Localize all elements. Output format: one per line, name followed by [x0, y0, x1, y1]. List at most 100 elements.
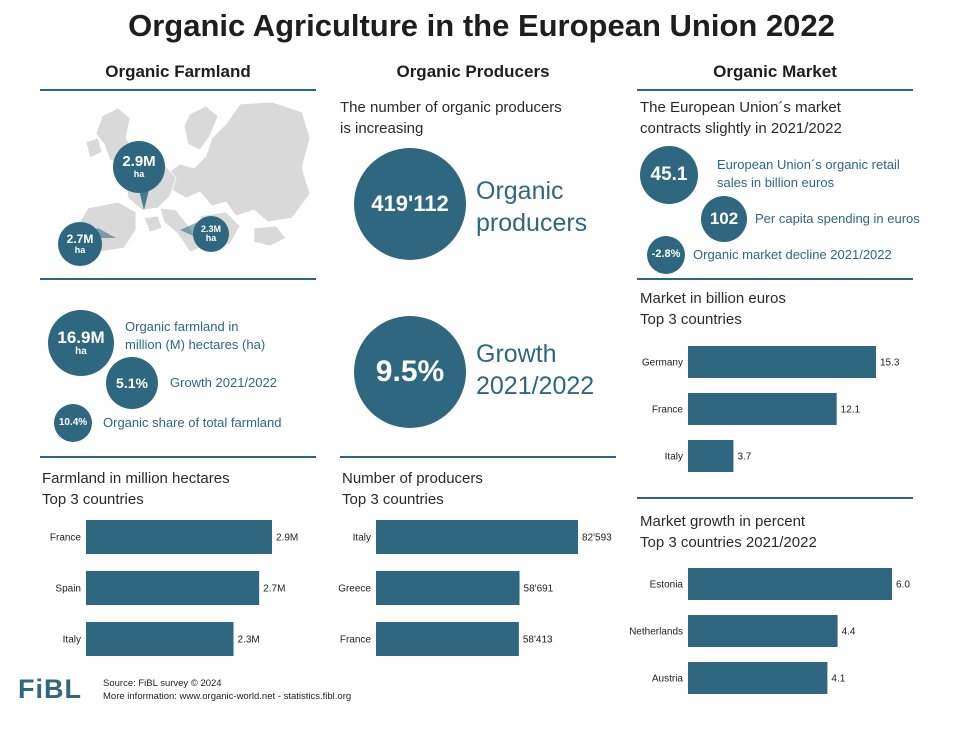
value-label: 3.7: [737, 452, 751, 463]
value-label: 12.1: [841, 405, 861, 416]
kpi-share-label: Organic share of total farmland: [103, 415, 282, 430]
kpi-farmland-growth-circle: 5.1%: [106, 357, 158, 409]
kpi-value: 9.5%: [375, 355, 445, 389]
category-label: Spain: [55, 584, 81, 595]
kpi-capita-label: Per capita spending in euros: [755, 211, 920, 226]
intro-line: The number of organic producers: [340, 99, 562, 116]
bar-italy: [86, 622, 234, 656]
farmland-chart-title: Farmland in million hectares Top 3 count…: [42, 468, 230, 510]
value-label: 58'413: [523, 635, 553, 646]
category-label: France: [340, 635, 372, 646]
bubble-italy: 2.3M ha: [193, 216, 229, 252]
source-note: Source: FiBL survey © 2024 More informat…: [103, 677, 351, 703]
divider: [637, 278, 913, 280]
kpi-value: -2.8%: [651, 248, 681, 261]
bar-greece: [376, 571, 520, 605]
kpi-producers-circle: 419'112: [354, 148, 466, 260]
value-label: 15.3: [880, 358, 900, 369]
farmland-heading: Organic Farmland: [105, 62, 251, 81]
bar-netherlands: [688, 615, 838, 647]
kpi-value: 10.4%: [58, 416, 88, 428]
market-bar-chart: Germany 15.3 France 12.1 Italy 3.7: [642, 346, 900, 472]
divider: [637, 497, 913, 499]
label-line: sales in billion euros: [717, 175, 835, 190]
bubble-value: 2.3M: [200, 223, 221, 234]
value-label: 82'593: [582, 533, 612, 544]
farmland-bar-chart: France 2.9M Spain 2.7M Italy 2.3M: [50, 520, 298, 656]
bar-italy: [688, 440, 734, 472]
kpi-share-circle: 10.4%: [54, 404, 92, 442]
kpi-producers-growth-circle: 9.5%: [354, 316, 466, 428]
kpi-decline-circle: -2.8%: [647, 236, 685, 274]
kpi-value: 45.1: [650, 164, 688, 186]
category-label: Estonia: [650, 580, 684, 591]
bubble-value: 2.9M: [122, 153, 156, 171]
kpi-farmland-label: Organic farmland in million (M) hectares…: [125, 318, 265, 354]
fibl-logo: FiBL: [18, 674, 82, 704]
category-label: France: [50, 533, 82, 544]
producers-chart-title: Number of producers Top 3 countries: [342, 468, 483, 510]
market-intro: The European Union´s market contracts sl…: [640, 97, 842, 139]
category-label: Netherlands: [629, 627, 683, 638]
producers-intro: The number of organic producers is incre…: [340, 97, 562, 139]
bubble-spain: 2.7M ha: [58, 222, 102, 266]
kpi-farmland-growth-label: Growth 2021/2022: [170, 375, 277, 390]
bubble-value: 2.7M: [66, 231, 94, 246]
producers-bar-chart: Italy 82'593 Greece 58'691 France 58'413: [338, 520, 612, 656]
market-chart2-title: Market growth in percent Top 3 countries…: [640, 511, 817, 553]
kpi-value: 5.1%: [116, 374, 148, 391]
kpi-farmland-circle: 16.9M ha: [48, 310, 114, 376]
bubble-france: 2.9M ha: [113, 141, 165, 193]
category-label: Austria: [652, 674, 684, 685]
intro-line: The European Union´s market: [640, 99, 841, 116]
category-label: Germany: [642, 358, 683, 369]
category-label: Greece: [338, 584, 371, 595]
divider: [40, 456, 316, 458]
bar-france: [688, 393, 837, 425]
kpi-value: 419'112: [371, 191, 449, 217]
label-line: Organic: [476, 177, 564, 205]
bar-france: [376, 622, 519, 656]
category-label: Italy: [665, 452, 683, 463]
bar-spain: [86, 571, 260, 605]
producers-heading: Organic Producers: [396, 62, 550, 81]
category-label: Italy: [353, 533, 371, 544]
kpi-unit: ha: [75, 345, 87, 357]
divider: [637, 89, 913, 91]
value-label: 2.3M: [238, 635, 260, 646]
kpi-decline-label: Organic market decline 2021/2022: [693, 247, 892, 262]
bar-italy: [376, 520, 578, 554]
kpi-value: 16.9M: [57, 327, 105, 347]
intro-line: contracts slightly in 2021/2022: [640, 120, 842, 137]
value-label: 58'691: [524, 584, 554, 595]
market-heading: Organic Market: [713, 62, 837, 81]
label-line: European Union´s organic retail: [717, 157, 900, 172]
category-label: Italy: [63, 635, 81, 646]
kpi-producers-label: Organic producers: [476, 175, 587, 239]
label-line: Growth: [476, 340, 557, 368]
label-line: 2021/2022: [476, 372, 595, 400]
bar-austria: [688, 662, 828, 694]
label-line: producers: [476, 209, 588, 237]
page-title: Organic Agriculture in the European Unio…: [128, 8, 835, 43]
bubble-unit: ha: [133, 169, 145, 180]
title-line: Top 3 countries 2021/2022: [640, 534, 817, 551]
source-line: More information: www.organic-world.net …: [103, 691, 352, 702]
title-line: Market in billion euros: [640, 290, 786, 307]
title-line: Number of producers: [342, 470, 483, 487]
bar-estonia: [688, 568, 892, 600]
value-label: 2.9M: [276, 533, 298, 544]
label-line: Organic farmland in: [125, 319, 239, 334]
value-label: 4.1: [831, 674, 845, 685]
kpi-sales-label: European Union´s organic retail sales in…: [717, 156, 900, 192]
kpi-value: 102: [709, 209, 739, 229]
kpi-capita-circle: 102: [701, 196, 747, 242]
market-growth-bar-chart: Estonia 6.0 Netherlands 4.4 Austria 4.1: [629, 568, 910, 694]
divider: [40, 89, 316, 91]
divider: [340, 456, 616, 458]
bubble-unit: ha: [205, 233, 217, 243]
kpi-producers-growth-label: Growth 2021/2022: [476, 338, 594, 402]
title-line: Top 3 countries: [342, 491, 444, 508]
title-line: Top 3 countries: [42, 491, 144, 508]
title-line: Top 3 countries: [640, 311, 742, 328]
